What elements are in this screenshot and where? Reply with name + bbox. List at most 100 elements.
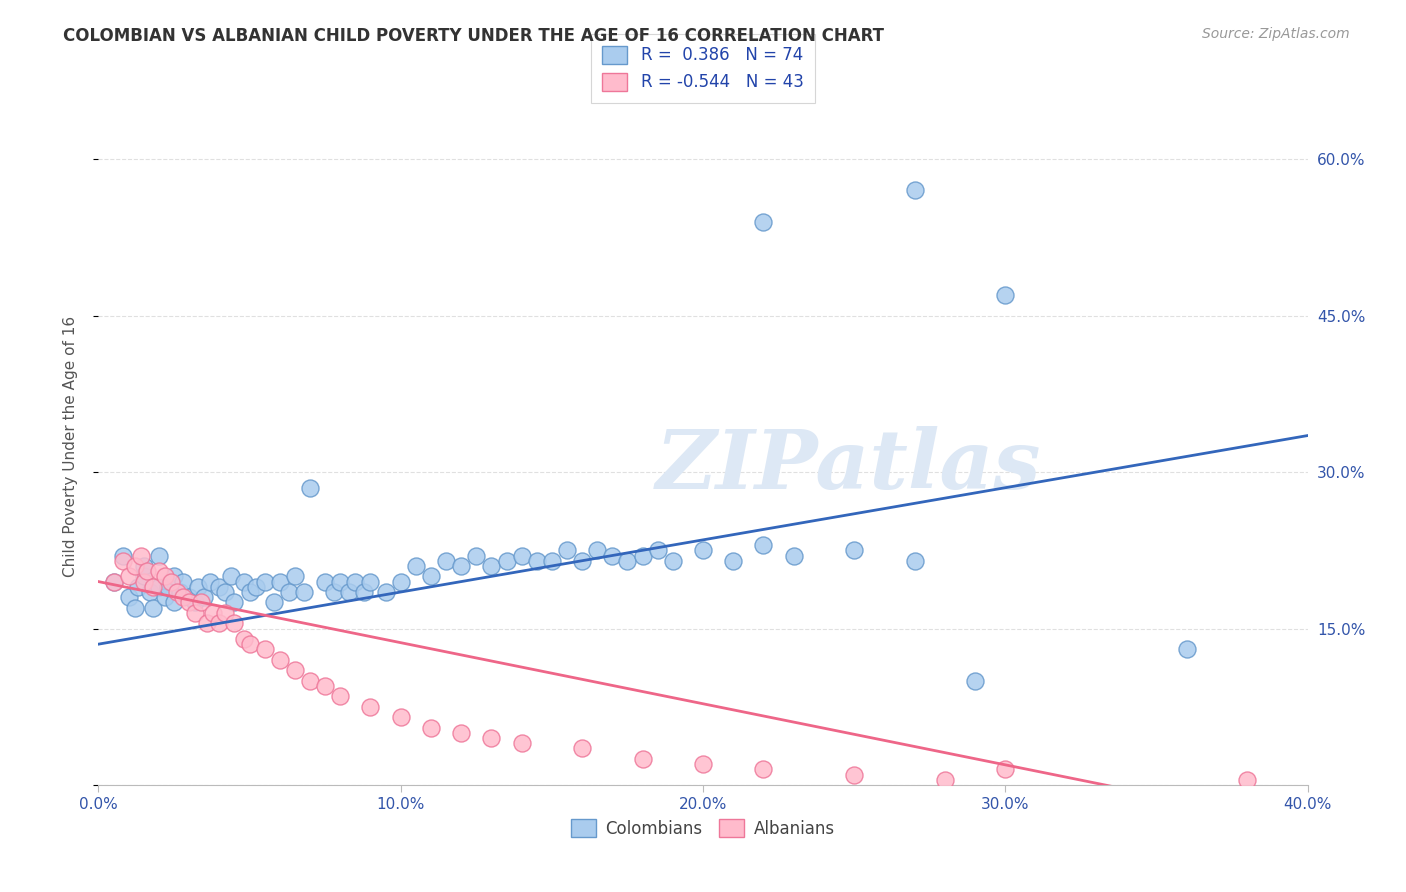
Point: [495, 554, 517, 568]
Point: [299, 481, 322, 495]
Point: [631, 549, 654, 563]
Point: [187, 580, 209, 594]
Point: [103, 574, 125, 589]
Point: [269, 574, 291, 589]
Point: [245, 580, 267, 594]
Point: [631, 752, 654, 766]
Point: [132, 569, 155, 583]
Point: [752, 215, 775, 229]
Point: [208, 580, 231, 594]
Point: [142, 600, 165, 615]
Point: [314, 574, 336, 589]
Point: [263, 595, 285, 609]
Point: [752, 538, 775, 552]
Point: [193, 591, 215, 605]
Point: [124, 558, 146, 573]
Point: [172, 591, 194, 605]
Point: [389, 574, 412, 589]
Point: [555, 543, 578, 558]
Point: [420, 721, 443, 735]
Point: [103, 574, 125, 589]
Point: [208, 616, 231, 631]
Point: [200, 574, 222, 589]
Point: [148, 549, 170, 563]
Point: [118, 569, 141, 583]
Point: [374, 585, 396, 599]
Text: Source: ZipAtlas.com: Source: ZipAtlas.com: [1202, 27, 1350, 41]
Point: [616, 554, 638, 568]
Point: [1236, 772, 1258, 787]
Point: [994, 287, 1017, 301]
Point: [329, 574, 352, 589]
Point: [481, 558, 503, 573]
Point: [118, 591, 141, 605]
Point: [783, 549, 806, 563]
Point: [692, 543, 714, 558]
Point: [323, 585, 346, 599]
Point: [232, 632, 254, 646]
Point: [329, 690, 352, 704]
Point: [692, 757, 714, 772]
Point: [465, 549, 488, 563]
Point: [253, 642, 276, 657]
Point: [214, 606, 236, 620]
Point: [142, 580, 165, 594]
Point: [127, 580, 149, 594]
Point: [156, 580, 179, 594]
Point: [844, 543, 866, 558]
Point: [299, 673, 322, 688]
Point: [723, 554, 745, 568]
Point: [124, 600, 146, 615]
Point: [184, 606, 207, 620]
Y-axis label: Child Poverty Under the Age of 16: Child Poverty Under the Age of 16: [63, 316, 77, 576]
Point: [434, 554, 457, 568]
Point: [153, 569, 176, 583]
Point: [510, 736, 533, 750]
Point: [904, 184, 927, 198]
Point: [163, 595, 186, 609]
Point: [420, 569, 443, 583]
Point: [586, 543, 609, 558]
Point: [135, 564, 157, 578]
Point: [179, 595, 201, 609]
Point: [292, 585, 315, 599]
Point: [214, 585, 236, 599]
Point: [160, 574, 183, 589]
Point: [232, 574, 254, 589]
Point: [277, 585, 299, 599]
Point: [148, 580, 170, 594]
Point: [844, 767, 866, 781]
Point: [314, 679, 336, 693]
Point: [139, 585, 162, 599]
Point: [166, 585, 188, 599]
Point: [111, 549, 134, 563]
Point: [239, 585, 262, 599]
Point: [172, 574, 194, 589]
Point: [360, 699, 382, 714]
Point: [389, 710, 412, 724]
Point: [179, 591, 201, 605]
Point: [184, 595, 207, 609]
Point: [132, 574, 155, 589]
Point: [190, 595, 212, 609]
Point: [221, 569, 243, 583]
Text: COLOMBIAN VS ALBANIAN CHILD POVERTY UNDER THE AGE OF 16 CORRELATION CHART: COLOMBIAN VS ALBANIAN CHILD POVERTY UNDE…: [63, 27, 884, 45]
Point: [239, 637, 262, 651]
Point: [526, 554, 548, 568]
Point: [450, 726, 472, 740]
Point: [344, 574, 367, 589]
Point: [284, 569, 307, 583]
Point: [965, 673, 987, 688]
Point: [253, 574, 276, 589]
Point: [360, 574, 382, 589]
Point: [169, 585, 191, 599]
Point: [1175, 642, 1198, 657]
Point: [752, 762, 775, 776]
Point: [353, 585, 375, 599]
Point: [284, 663, 307, 677]
Point: [405, 558, 427, 573]
Point: [132, 558, 155, 573]
Point: [647, 543, 669, 558]
Point: [540, 554, 562, 568]
Point: [224, 595, 246, 609]
